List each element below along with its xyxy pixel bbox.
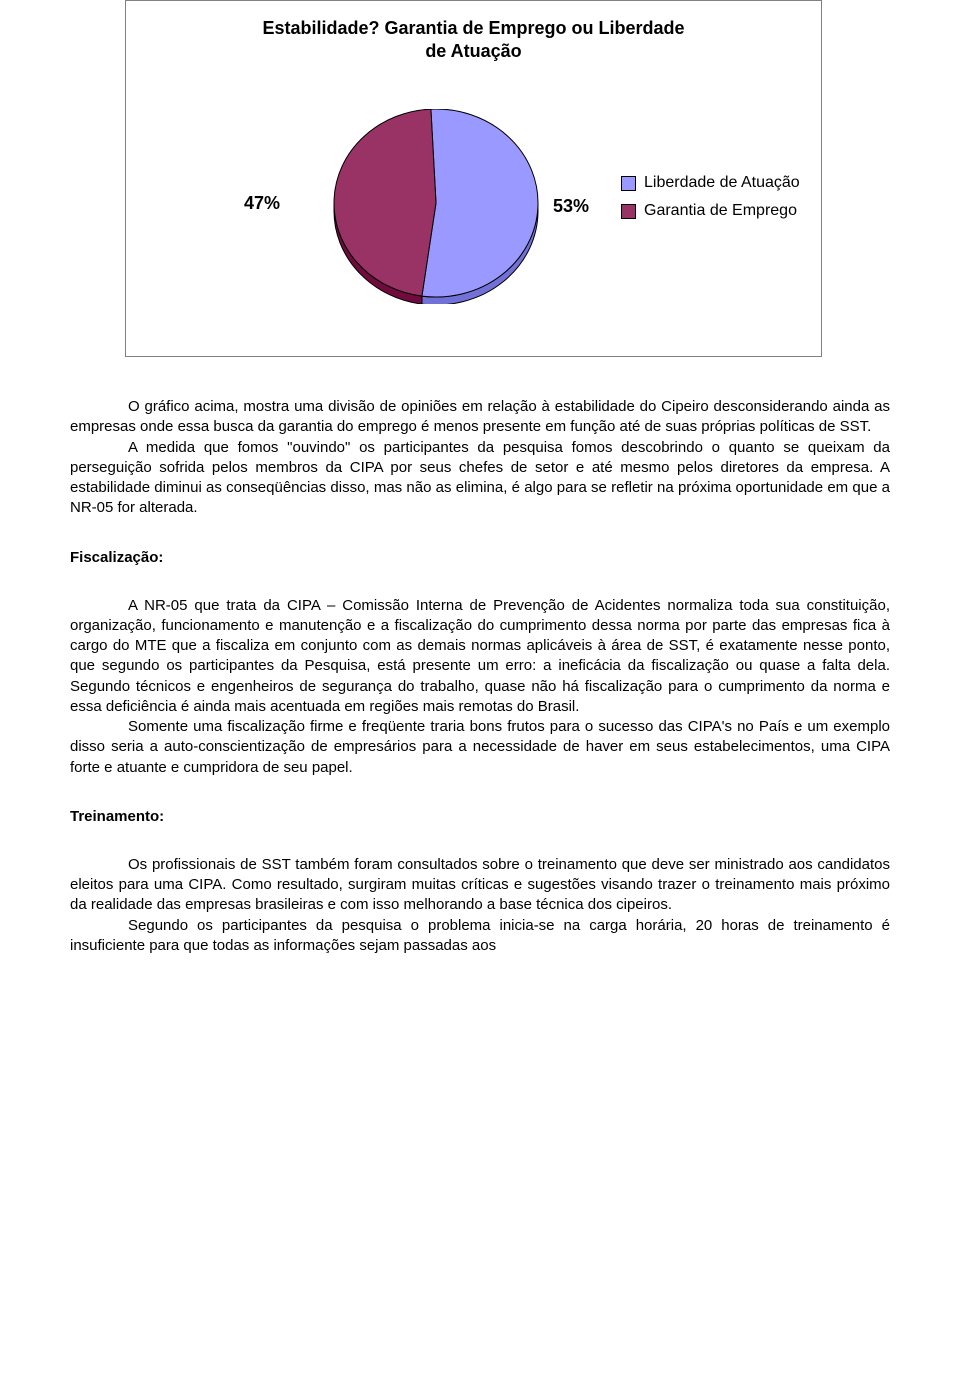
chart-legend: Liberdade de Atuação Garantia de Emprego	[621, 174, 800, 230]
paragraph-trein-2: Segundo os participantes da pesquisa o p…	[70, 916, 890, 957]
legend-swatch-0	[621, 176, 636, 191]
pie-svg	[331, 109, 541, 304]
legend-label-1: Garantia de Emprego	[644, 202, 797, 220]
heading-fiscalizacao: Fiscalização:	[70, 549, 890, 566]
pie-chart-container: Estabilidade? Garantia de Emprego ou Lib…	[125, 0, 822, 357]
heading-treinamento: Treinamento:	[70, 808, 890, 825]
pie-pct-right: 53%	[553, 196, 589, 217]
pie-chart	[331, 109, 541, 304]
fiscalizacao-block: A NR-05 que trata da CIPA – Comissão Int…	[70, 596, 890, 778]
paragraph-fisc-2: Somente uma fiscalização firme e freqüen…	[70, 717, 890, 778]
legend-label-0: Liberdade de Atuação	[644, 174, 800, 192]
chart-title: Estabilidade? Garantia de Emprego ou Lib…	[126, 17, 821, 64]
chart-title-line1: Estabilidade? Garantia de Emprego ou Lib…	[262, 18, 684, 38]
legend-item-0: Liberdade de Atuação	[621, 174, 800, 192]
paragraph-intro-2: A medida que fomos "ouvindo" os particip…	[70, 438, 890, 519]
legend-swatch-1	[621, 204, 636, 219]
chart-title-line2: de Atuação	[425, 41, 521, 61]
treinamento-block: Os profissionais de SST também foram con…	[70, 855, 890, 956]
intro-block: O gráfico acima, mostra uma divisão de o…	[70, 397, 890, 519]
paragraph-fisc-1: A NR-05 que trata da CIPA – Comissão Int…	[70, 596, 890, 718]
document-page: Estabilidade? Garantia de Emprego ou Lib…	[0, 0, 960, 996]
legend-item-1: Garantia de Emprego	[621, 202, 800, 220]
pie-pct-left: 47%	[244, 193, 280, 214]
paragraph-intro-1: O gráfico acima, mostra uma divisão de o…	[70, 397, 890, 438]
paragraph-trein-1: Os profissionais de SST também foram con…	[70, 855, 890, 916]
